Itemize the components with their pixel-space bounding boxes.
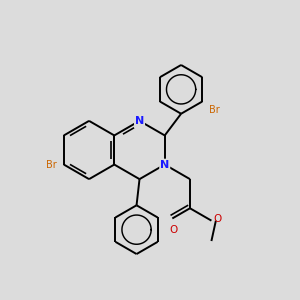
Text: O: O [213, 214, 221, 224]
Text: Br: Br [209, 104, 220, 115]
Text: Br: Br [46, 160, 56, 170]
Text: O: O [170, 225, 178, 235]
Text: N: N [135, 116, 144, 126]
Text: N: N [160, 160, 170, 170]
